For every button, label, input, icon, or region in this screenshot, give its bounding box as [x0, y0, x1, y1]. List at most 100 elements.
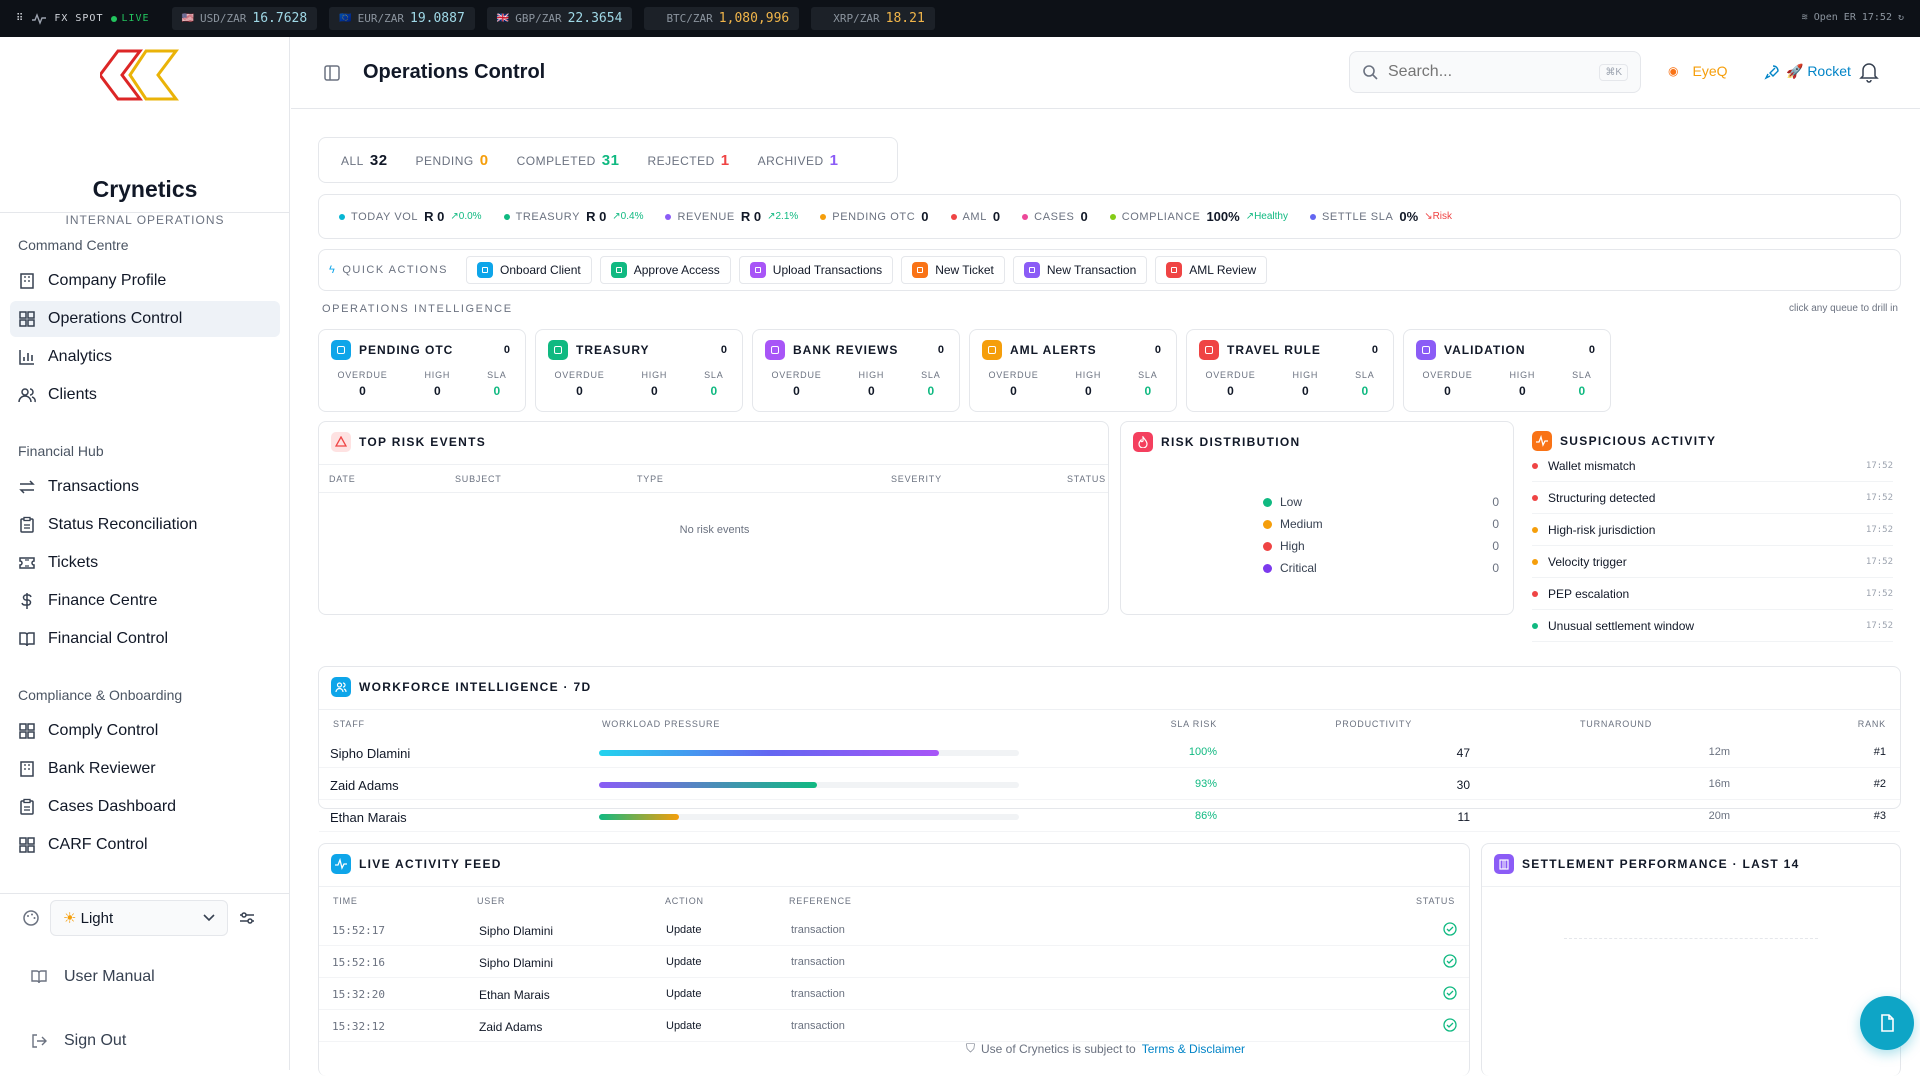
coin-icon: · — [654, 13, 661, 24]
status-tab-all[interactable]: ALL 32 — [341, 152, 388, 169]
settings-sliders-icon[interactable] — [238, 909, 256, 927]
risk-distribution-title: RISK DISTRIBUTION — [1161, 435, 1301, 449]
approve-access-button[interactable]: Approve Access — [599, 256, 731, 284]
quick-actions-label: ϟ QUICK ACTIONS — [329, 264, 448, 276]
live-badge: LIVE — [111, 13, 149, 24]
queue-stat-label: HIGH — [1292, 370, 1319, 380]
terms-link[interactable]: Terms & Disclaimer — [1141, 1041, 1246, 1056]
queue-card-treasury[interactable]: TREASURY 0 OVERDUE 0 HIGH 0 SLA 0 — [535, 329, 743, 412]
grid-icon — [19, 311, 35, 327]
refresh-icon[interactable]: ↻ — [1897, 12, 1904, 23]
suspicious-item[interactable]: Structuring detected 17:52 — [1532, 483, 1893, 514]
search-input[interactable] — [1388, 63, 1578, 81]
feed-row[interactable]: 15:52:17 Sipho Dlamini Update transaction — [319, 914, 1469, 946]
workforce-row[interactable]: Zaid Adams 93% 30 16m #2 — [319, 769, 1900, 800]
sidebar-item-status-reconciliation[interactable]: Status Reconciliation — [10, 507, 280, 543]
shield-icon: ⛉ — [965, 1041, 975, 1055]
sidebar-item-carf-control[interactable]: CARF Control — [10, 827, 280, 863]
sidebar-item-company-profile[interactable]: Company Profile — [10, 263, 280, 299]
onboard-client-button[interactable]: Onboard Client — [466, 256, 592, 284]
sidebar-item-transactions[interactable]: Transactions — [10, 469, 280, 505]
sidebar-item-cases-dashboard[interactable]: Cases Dashboard — [10, 789, 280, 825]
suspicious-item[interactable]: Unusual settlement window 17:52 — [1532, 611, 1893, 642]
queue-stat-label: HIGH — [1509, 370, 1536, 380]
theme-select[interactable]: ☀ Light — [50, 900, 228, 936]
queue-stats: OVERDUE 0 HIGH 0 SLA 0 — [319, 370, 525, 398]
queue-card-pending-otc[interactable]: PENDING OTC 0 OVERDUE 0 HIGH 0 SLA 0 — [318, 329, 526, 412]
sidebar-item-analytics[interactable]: Analytics — [10, 339, 280, 375]
feed-row[interactable]: 15:32:20 Ethan Marais Update transaction — [319, 978, 1469, 1010]
sidebar-item-clients[interactable]: Clients — [10, 377, 280, 413]
workload-bar-fill — [599, 814, 679, 820]
user-manual-link[interactable]: User Manual — [30, 968, 155, 986]
rocket-icon — [1764, 64, 1779, 80]
new-ticket-button[interactable]: New Ticket — [901, 256, 1005, 284]
sidebar-item-comply-control[interactable]: Comply Control — [10, 713, 280, 749]
ticket-icon — [19, 557, 35, 569]
sidebar-item-bank-reviewer[interactable]: Bank Reviewer — [10, 751, 280, 787]
aml-review-button[interactable]: AML Review — [1155, 256, 1268, 284]
queue-stat-value: 0 — [1144, 384, 1152, 398]
feed-reference: transaction — [791, 924, 845, 936]
status-tab-archived[interactable]: ARCHIVED 1 — [758, 152, 839, 169]
feed-row[interactable]: 15:52:16 Sipho Dlamini Update transaction — [319, 946, 1469, 978]
upload-transactions-button[interactable]: Upload Transactions — [738, 256, 894, 284]
queue-stat-label: OVERDUE — [771, 370, 822, 380]
suspicious-activity-panel: SUSPICIOUS ACTIVITY Wallet mismatch 17:52… — [1524, 421, 1901, 642]
queue-icon — [331, 340, 351, 360]
sidebar-item-finance-centre[interactable]: Finance Centre — [10, 583, 280, 619]
queue-stats: OVERDUE 0 HIGH 0 SLA 0 — [536, 370, 742, 398]
sidebar-item-operations-control[interactable]: Operations Control — [10, 301, 280, 337]
suspicious-item[interactable]: Velocity trigger 17:52 — [1532, 547, 1893, 578]
sidebar-item-financial-control[interactable]: Financial Control — [10, 621, 280, 657]
queue-card-travel-rule[interactable]: TRAVEL RULE 0 OVERDUE 0 HIGH 0 SLA 0 — [1186, 329, 1394, 412]
risk-col-date: DATE — [329, 474, 356, 484]
suspicious-item[interactable]: PEP escalation 17:52 — [1532, 579, 1893, 610]
eyeq-button[interactable]: ◉ EyeQ — [1668, 63, 1728, 79]
kpi-label: AML — [962, 210, 987, 223]
suspicious-activity-title: SUSPICIOUS ACTIVITY — [1560, 434, 1717, 448]
suspicious-item[interactable]: High-risk jurisdiction 17:52 — [1532, 515, 1893, 546]
queue-stats: OVERDUE 0 HIGH 0 SLA 0 — [1404, 370, 1610, 398]
kpi-label: COMPLIANCE — [1121, 210, 1201, 223]
sign-out-link[interactable]: Sign Out — [30, 1032, 126, 1050]
status-tab-rejected[interactable]: REJECTED 1 — [647, 152, 729, 169]
suspicious-time: 17:52 — [1865, 493, 1893, 503]
sidebar-toggle-icon[interactable] — [323, 64, 341, 82]
queue-title: VALIDATION — [1444, 343, 1526, 357]
status-tab-completed[interactable]: COMPLETED 31 — [517, 152, 620, 169]
risk-level-count: 0 — [1492, 561, 1499, 575]
queue-card-bank-reviews[interactable]: BANK REVIEWS 0 OVERDUE 0 HIGH 0 SLA 0 — [752, 329, 960, 412]
new-transaction-button[interactable]: New Transaction — [1012, 256, 1148, 284]
severity-dot — [1532, 559, 1538, 565]
quick-action-label: Upload Transactions — [772, 263, 883, 277]
feed-col: REFERENCE — [789, 896, 852, 906]
crynetics-logo — [100, 49, 179, 101]
queue-card-validation[interactable]: VALIDATION 0 OVERDUE 0 HIGH 0 SLA 0 — [1403, 329, 1611, 412]
kpi-dot — [950, 213, 957, 220]
feed-row[interactable]: 15:32:12 Zaid Adams Update transaction — [319, 1010, 1469, 1042]
feed-reference: transaction — [791, 956, 845, 968]
sidebar-item-tickets[interactable]: Tickets — [10, 545, 280, 581]
sidebar-item-label: Clients — [48, 386, 97, 403]
floating-action-button[interactable] — [1860, 996, 1914, 1050]
workforce-col: PRODUCTIVITY — [1335, 719, 1412, 729]
queue-card-aml-alerts[interactable]: AML ALERTS 0 OVERDUE 0 HIGH 0 SLA 0 — [969, 329, 1177, 412]
queue-stat-label: SLA — [1355, 370, 1375, 380]
risk-level-count: 0 — [1492, 517, 1499, 531]
suspicious-item[interactable]: Wallet mismatch 17:52 — [1532, 451, 1893, 482]
workforce-row[interactable]: Ethan Marais 86% 11 20m #3 — [319, 801, 1900, 832]
search-box[interactable]: ⌘K — [1349, 51, 1641, 93]
bell-icon[interactable] — [1859, 61, 1879, 83]
risk-level-label: Critical — [1280, 561, 1317, 575]
suspicious-time: 17:52 — [1865, 621, 1893, 631]
queue-header: BANK REVIEWS 0 — [765, 340, 945, 360]
status-tab-pending[interactable]: PENDING 0 — [416, 152, 489, 169]
rocket-button[interactable]: 🚀 Rocket — [1764, 63, 1851, 80]
workforce-row[interactable]: Sipho Dlamini 100% 47 12m #1 — [319, 737, 1900, 768]
risk-dot — [1263, 497, 1272, 507]
chevron-down-icon — [203, 914, 215, 922]
status-tab-count: 0 — [479, 151, 489, 169]
workload-bar-fill — [599, 782, 818, 788]
queue-stat-label: OVERDUE — [554, 370, 605, 380]
